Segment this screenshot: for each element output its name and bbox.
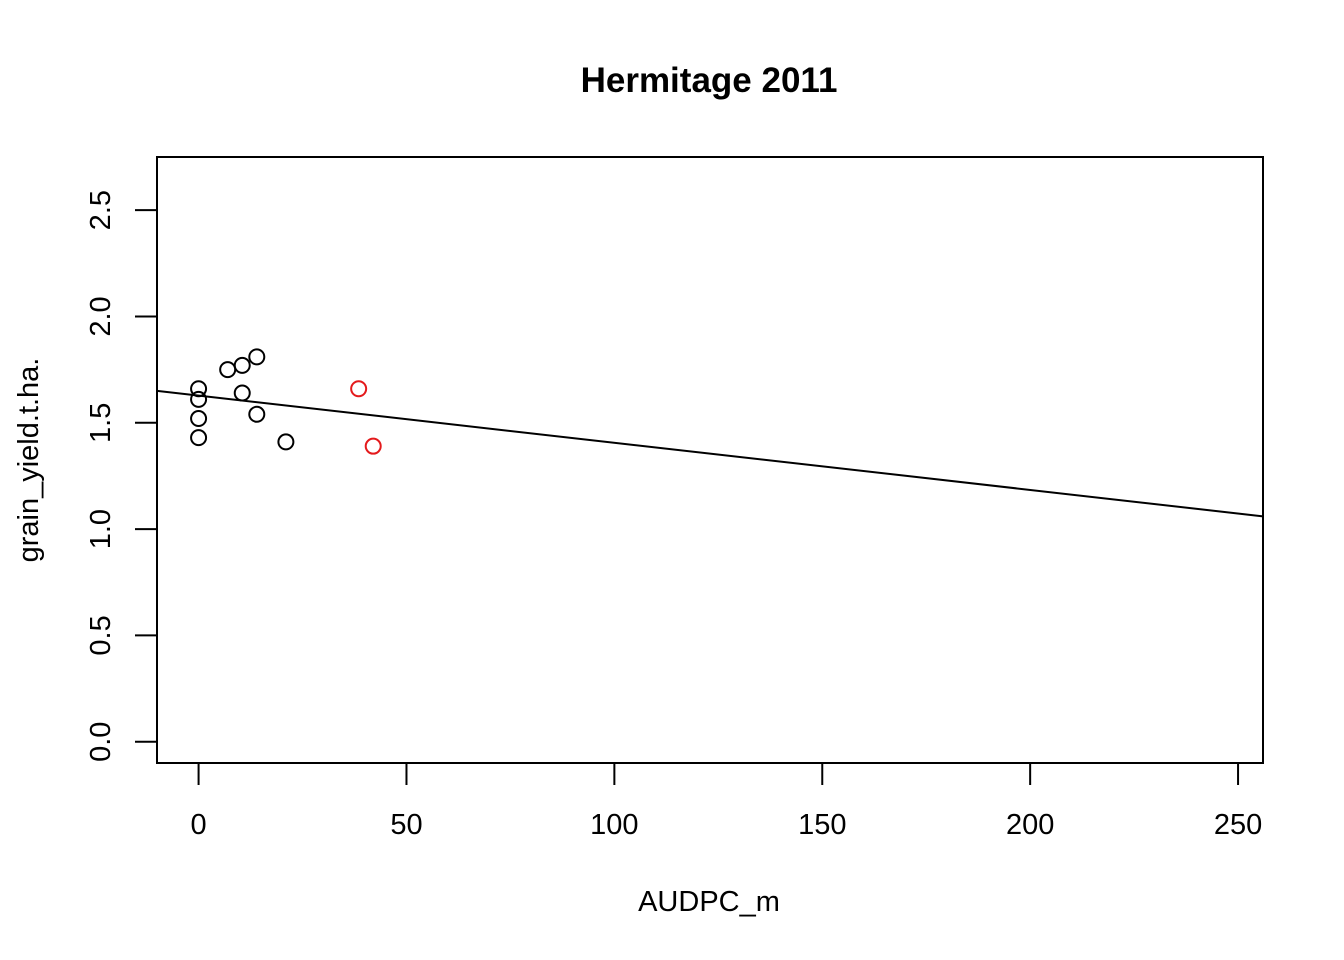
y-tick-label: 0.5 <box>85 615 117 655</box>
x-tick-label: 100 <box>590 809 638 841</box>
regression-line-group <box>157 389 1263 518</box>
y-tick-label: 0.0 <box>85 722 117 762</box>
x-tick-label: 250 <box>1214 809 1262 841</box>
y-tick-label: 1.0 <box>85 509 117 549</box>
y-axis-label: grain_yield.t.ha. <box>13 358 45 563</box>
x-axis-label: AUDPC_m <box>638 886 780 918</box>
data-point <box>233 384 251 402</box>
x-tick-label: 0 <box>191 809 207 841</box>
x-tick-label: 50 <box>390 809 422 841</box>
data-point <box>233 356 251 374</box>
data-point <box>350 380 368 398</box>
data-point <box>219 361 237 379</box>
data-point <box>364 437 382 455</box>
regression-line <box>157 389 1263 518</box>
y-tick-label: 1.5 <box>85 403 117 443</box>
data-point <box>277 433 295 451</box>
x-axis: 0 50 100 150 200 250 <box>191 762 1262 841</box>
data-points <box>190 348 382 455</box>
y-axis: 0.0 0.5 1.0 1.5 2.0 2.5 <box>85 190 158 762</box>
y-tick-label: 2.5 <box>85 190 117 230</box>
y-tick-label: 2.0 <box>85 296 117 336</box>
data-point <box>248 405 266 423</box>
data-point <box>190 429 208 447</box>
x-tick-label: 200 <box>1006 809 1054 841</box>
data-point <box>190 380 208 398</box>
x-tick-label: 150 <box>798 809 846 841</box>
data-point <box>190 410 208 428</box>
plot-frame <box>156 156 1264 764</box>
data-point <box>190 390 208 408</box>
data-point <box>248 348 266 366</box>
chart-title: Hermitage 2011 <box>581 61 838 100</box>
